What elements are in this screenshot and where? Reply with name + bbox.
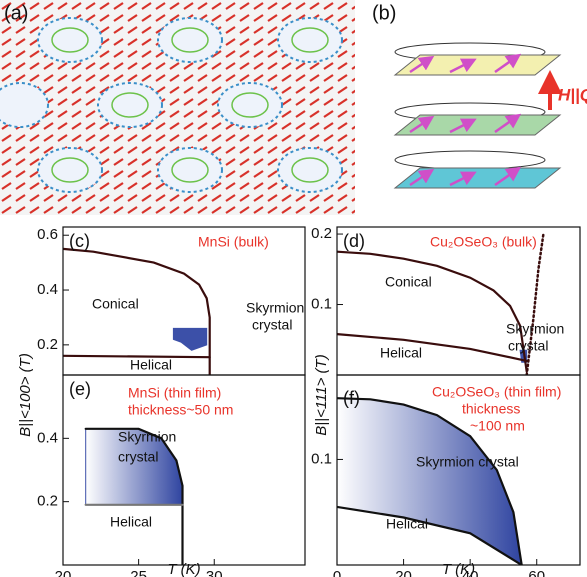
x-tick-label: 30: [206, 568, 223, 577]
region-label: Skyrmion: [118, 429, 176, 445]
region-label: thickness~50 nm: [128, 402, 233, 418]
y-tick-label: 0.2: [37, 336, 58, 353]
plot-area: [337, 234, 543, 375]
y-axis-label: B||<100> (T): [17, 353, 34, 437]
phase-boundary: [337, 334, 527, 361]
y-axis-label: B||<111> (T): [313, 354, 330, 435]
x-tick-label: 20: [395, 568, 412, 577]
x-tick-label: 60: [528, 568, 545, 577]
panel-label: (e): [69, 379, 91, 399]
x-tick-label: 25: [130, 568, 147, 577]
y-tick-label: 0.4: [37, 429, 58, 446]
y-tick-label: 0.2: [311, 225, 332, 242]
phase-region: [173, 328, 206, 350]
x-axis-label: T (K): [167, 561, 200, 577]
region-label: Skyrmion crystal: [416, 454, 519, 470]
region-label: crystal: [508, 338, 548, 354]
x-axis-label: T (K): [442, 561, 475, 577]
panel-label: (c): [69, 231, 90, 251]
y-tick-label: 0.4: [37, 281, 58, 298]
x-tick-label: 20: [55, 568, 72, 577]
x-tick-label: 0: [333, 568, 341, 577]
phase-boundary: [527, 234, 544, 375]
figure: H||Q (a) (b) 0.2 0.4 0.6 (c) MnSi (bulk) Coni…: [0, 0, 587, 577]
region-label: Helical: [110, 514, 152, 530]
panel-label: (d): [343, 231, 365, 251]
region-label: Skyrmion: [506, 321, 564, 337]
region-label: Cu₂OSeO₃ (thin film): [432, 384, 561, 400]
region-label: thickness: [462, 401, 520, 417]
region-label: Skyrmion: [246, 300, 304, 316]
region-label: Cu₂OSeO₃ (bulk): [430, 234, 537, 250]
region-label: MnSi (thin film): [128, 385, 221, 401]
panel-label: (f): [343, 388, 360, 408]
panel-a-image: [0, 0, 355, 215]
panel-label: (b): [372, 2, 396, 24]
region-label: Helical: [386, 516, 428, 532]
y-tick-label: 0.1: [311, 450, 332, 467]
y-tick-label: 0.2: [37, 493, 58, 510]
region-label: crystal: [252, 317, 292, 333]
region-label: MnSi (bulk): [198, 234, 269, 250]
y-tick-label: 0.1: [311, 295, 332, 312]
region-label: Conical: [385, 274, 432, 290]
region-label: Conical: [92, 296, 139, 312]
panel-b-image: H||Q: [395, 43, 587, 188]
field-label: H||Q: [558, 85, 587, 104]
region-label: crystal: [118, 449, 158, 465]
panel-label: (a): [4, 2, 28, 24]
region-label: Helical: [130, 357, 172, 373]
region-label: ~100 nm: [470, 418, 525, 434]
region-label: Helical: [380, 345, 422, 361]
y-tick-label: 0.6: [37, 226, 58, 243]
phase-boundary: [337, 252, 527, 372]
